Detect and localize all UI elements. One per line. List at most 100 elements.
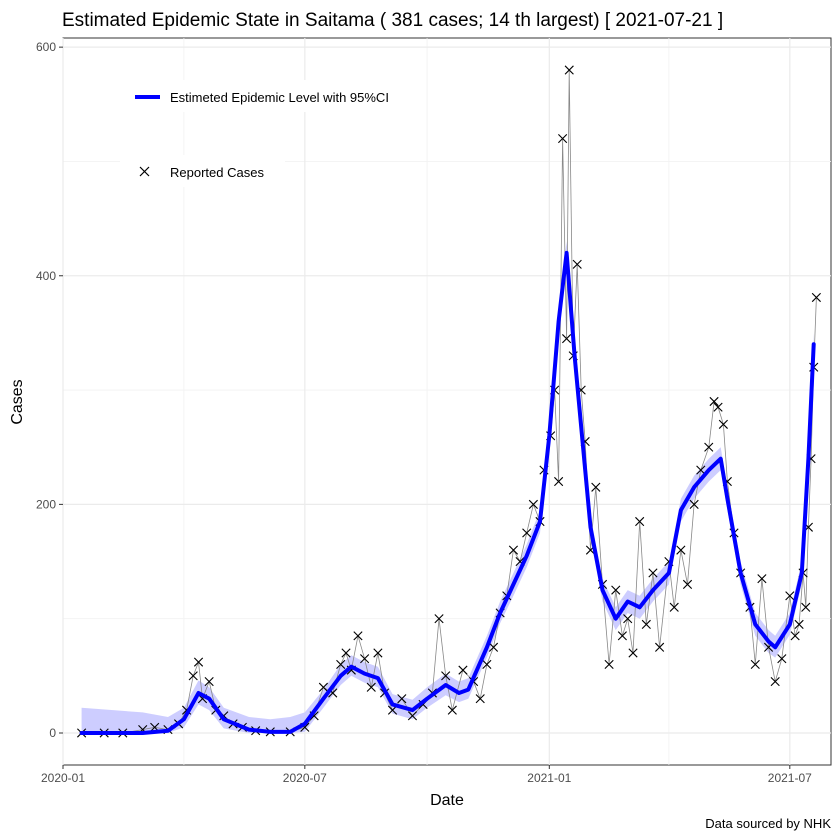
marker-stroke-b — [528, 499, 538, 509]
reported-case-marker — [441, 671, 451, 681]
reported-case-marker — [360, 654, 370, 664]
marker-stroke-b — [635, 516, 645, 527]
marker-stroke-b — [564, 65, 574, 75]
marker-stroke-b — [373, 648, 383, 658]
reported-case-marker — [777, 654, 787, 664]
marker-stroke-b — [689, 499, 699, 509]
marker-stroke-b — [641, 619, 651, 629]
marker-stroke-b — [785, 591, 795, 601]
marker-stroke-b — [360, 654, 370, 664]
legend-estimate-label: Estimeted Epidemic Level with 95%CI — [170, 90, 389, 105]
reported-case-marker — [373, 648, 383, 658]
marker-stroke-b — [300, 722, 310, 732]
reported-case-marker — [353, 631, 363, 641]
marker-stroke-b — [341, 648, 351, 658]
caption: Data sourced by NHK — [705, 816, 831, 831]
legend: Estimeted Epidemic Level with 95%CI Repo… — [120, 80, 420, 187]
marker-stroke-b — [801, 602, 811, 612]
reported-case-marker — [554, 476, 564, 487]
marker-stroke-b — [655, 642, 665, 652]
reported-case-marker — [785, 591, 795, 601]
x-tick-label-0: 2020-01 — [41, 771, 85, 785]
reported-case-marker — [528, 499, 538, 509]
marker-stroke-b — [434, 614, 444, 624]
reported-case-marker — [522, 528, 532, 538]
reported-case-marker — [475, 694, 485, 704]
marker-stroke-b — [704, 442, 714, 452]
reported-case-marker — [193, 657, 204, 667]
reported-case-marker — [591, 482, 601, 492]
legend-key-bg-2 — [120, 155, 285, 187]
marker-stroke-b — [397, 694, 407, 704]
x-tick-label-2: 2021-01 — [527, 771, 571, 785]
y-tick-label-0: 0 — [49, 726, 56, 740]
y-tick-label-1: 200 — [36, 497, 56, 511]
y-tick-label-2: 400 — [36, 269, 56, 283]
x-axis-title: Date — [430, 792, 464, 809]
marker-stroke-b — [193, 657, 204, 667]
legend-reported-label: Reported Cases — [170, 165, 264, 180]
marker-stroke-b — [336, 659, 346, 669]
marker-stroke-b — [718, 419, 728, 429]
marker-stroke-b — [790, 631, 800, 641]
reported-case-marker — [564, 65, 574, 75]
marker-stroke-b — [628, 648, 638, 658]
marker-stroke-b — [611, 585, 621, 595]
reported-case-marker — [770, 676, 780, 687]
marker-stroke-b — [482, 659, 492, 669]
marker-stroke-b — [709, 396, 719, 407]
reported-case-marker — [336, 659, 346, 669]
reported-case-marker — [488, 642, 499, 652]
marker-stroke-b — [475, 694, 485, 704]
reported-case-marker — [676, 545, 686, 555]
marker-stroke-b — [811, 292, 821, 303]
ci-band-area — [81, 241, 814, 733]
marker-stroke-b — [604, 659, 614, 669]
reported-case-marker — [623, 614, 633, 624]
marker-stroke-b — [617, 631, 627, 641]
reported-case-marker — [434, 614, 444, 624]
reported-case-marker — [204, 676, 214, 687]
reported-case-marker — [341, 648, 351, 658]
legend-reported-swatch — [139, 166, 150, 177]
marker-stroke-b — [669, 602, 679, 612]
marker-stroke-b — [441, 671, 451, 681]
reported-case-marker — [718, 419, 728, 429]
reported-case-marker — [689, 499, 699, 509]
marker-stroke-b — [648, 568, 658, 578]
marker-stroke-b — [488, 642, 499, 652]
y-ticks: 0 200 400 600 — [36, 40, 63, 740]
reported-case-marker — [387, 705, 398, 715]
reported-case-marker — [366, 682, 376, 692]
reported-case-marker — [750, 659, 760, 669]
marker-stroke-b — [794, 619, 804, 629]
y-axis-title: Cases — [9, 379, 26, 424]
marker-stroke-b — [554, 476, 564, 487]
chart-title: Estimated Epidemic State in Saitama ( 38… — [62, 10, 723, 31]
marker-stroke-b — [676, 545, 686, 555]
plot-panel — [62, 37, 832, 766]
marker-stroke-b — [447, 705, 457, 715]
ci-band — [81, 241, 814, 733]
estimate-level-line — [79, 250, 816, 735]
marker-stroke-b — [561, 334, 572, 344]
marker-stroke-b — [770, 676, 780, 687]
reported-case-marker — [655, 642, 665, 652]
marker-stroke-b — [353, 631, 363, 641]
reported-case-marker — [561, 334, 572, 344]
reported-case-marker — [696, 465, 706, 475]
marker-stroke-b — [309, 711, 319, 721]
marker-stroke-b — [696, 465, 706, 475]
marker-stroke-b — [458, 665, 468, 675]
reported-case-marker — [508, 545, 519, 555]
reported-case-marker — [617, 631, 627, 641]
reported-case-marker — [801, 602, 811, 612]
marker-stroke-b — [204, 676, 214, 687]
reported-case-marker — [318, 682, 329, 692]
marker-stroke-b — [572, 259, 582, 269]
marker-stroke-b — [522, 528, 532, 538]
marker-stroke-b — [623, 614, 633, 624]
reported-case-marker — [709, 396, 719, 407]
marker-stroke-b — [777, 654, 787, 664]
marker-stroke-b — [387, 705, 398, 715]
